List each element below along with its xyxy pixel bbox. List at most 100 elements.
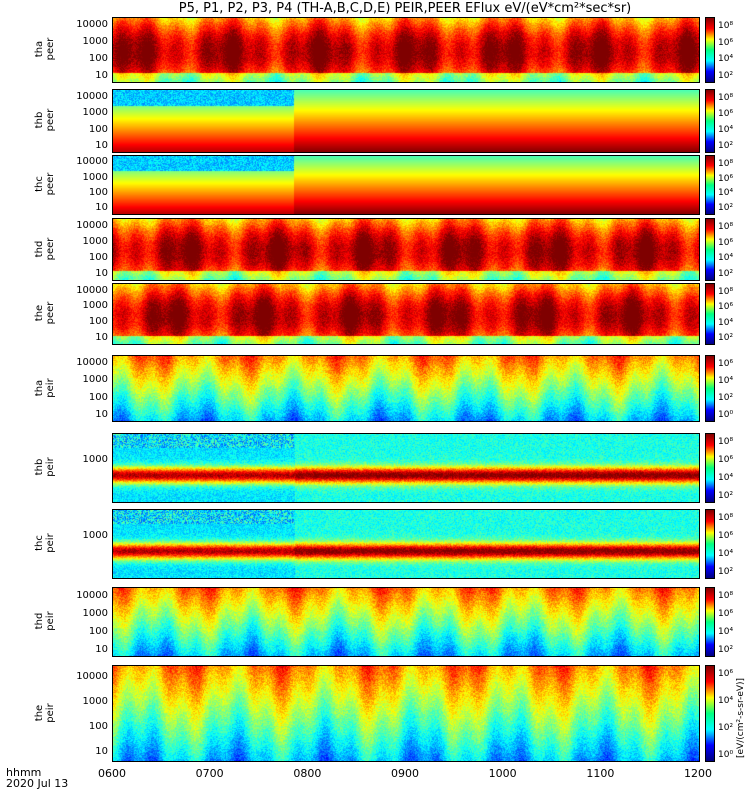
chart-title: P5, P1, P2, P3, P4 (TH-A,B,C,D,E) PEIR,P… bbox=[178, 1, 632, 16]
colorbar-tick-label: 10² bbox=[718, 333, 734, 343]
spectrogram-canvas bbox=[113, 219, 699, 280]
y-axis-label: thd peir bbox=[34, 611, 56, 631]
spectrogram-tha-peer bbox=[112, 17, 700, 83]
y-tick-label: 100 bbox=[88, 625, 108, 637]
colorbar bbox=[705, 17, 715, 83]
colorbar-tick-label: 10⁸ bbox=[718, 437, 734, 447]
colorbar-tick-label: 10⁴ bbox=[718, 317, 734, 328]
y-tick-label: 10000 bbox=[76, 19, 108, 31]
colorbar-tick-label: 10⁴ bbox=[718, 696, 734, 706]
y-tick-label: 10000 bbox=[76, 284, 108, 296]
x-tick-label: 1200 bbox=[684, 767, 712, 780]
y-tick-label: 100 bbox=[88, 187, 108, 199]
colorbar bbox=[705, 218, 715, 281]
y-axis-label: the peir bbox=[34, 702, 56, 723]
colorbar bbox=[705, 89, 715, 153]
colorbar-tick-label: 10⁶ bbox=[718, 37, 734, 48]
y-axis-label: thc peir bbox=[34, 533, 56, 553]
spectrogram-canvas bbox=[113, 284, 699, 344]
colorbar-tick-label: 10⁴ bbox=[718, 627, 734, 637]
spectrogram-thc-peir bbox=[112, 509, 700, 579]
colorbar bbox=[705, 155, 715, 215]
spectrogram-canvas bbox=[113, 156, 699, 214]
y-tick-label: 10 bbox=[95, 69, 108, 81]
colorbar-tick-label: 10⁴ bbox=[718, 549, 734, 559]
spectrogram-thd-peer bbox=[112, 218, 700, 281]
y-tick-label: 1000 bbox=[82, 171, 108, 183]
colorbar-tick-label: 10⁴ bbox=[718, 188, 734, 199]
x-tick-label: 1000 bbox=[488, 767, 517, 780]
colorbar bbox=[705, 509, 715, 579]
spectrogram-canvas bbox=[113, 666, 699, 761]
spectrogram-canvas bbox=[113, 356, 699, 421]
colorbar-tick-label: 10² bbox=[718, 491, 734, 501]
y-tick-label: 10 bbox=[95, 140, 108, 152]
colorbar-tick-label: 10⁶ bbox=[718, 237, 734, 248]
y-tick-label: 1000 bbox=[82, 453, 108, 465]
y-axis-label: thb peer bbox=[34, 108, 56, 132]
spectrogram-thb-peer bbox=[112, 89, 700, 153]
spectrogram-canvas bbox=[113, 588, 699, 656]
y-axis-label: the peer bbox=[34, 301, 56, 325]
colorbar-tick-label: 10⁶ bbox=[718, 609, 734, 619]
spectrogram-canvas bbox=[113, 90, 699, 152]
y-axis-label: tha peer bbox=[34, 37, 56, 61]
x-tick-label: 0700 bbox=[195, 767, 224, 780]
colorbar-tick-label: 10² bbox=[718, 645, 734, 655]
y-tick-label: 10 bbox=[95, 202, 108, 214]
colorbar-unit-label: [eV/(cm²-s-sr-eV)] bbox=[736, 677, 746, 758]
y-tick-label: 1000 bbox=[82, 374, 108, 386]
colorbar-tick-label: 10⁴ bbox=[718, 54, 734, 65]
y-tick-label: 10000 bbox=[76, 219, 108, 231]
y-axis-label: thb peir bbox=[34, 457, 56, 477]
x-tick-label: 0600 bbox=[98, 767, 126, 780]
colorbar-tick-label: 10⁸ bbox=[718, 591, 734, 601]
colorbar-tick-label: 10² bbox=[718, 141, 734, 151]
colorbar bbox=[705, 587, 715, 657]
spectrogram-the-peir bbox=[112, 665, 700, 762]
y-tick-label: 10 bbox=[95, 332, 108, 344]
colorbar-tick-label: 10⁶ bbox=[718, 531, 734, 541]
colorbar-tick-label: 10⁶ bbox=[718, 359, 734, 369]
colorbar-tick-label: 10⁶ bbox=[718, 669, 734, 679]
spectrogram-thc-peer bbox=[112, 155, 700, 215]
spectrogram-the-peer bbox=[112, 283, 700, 345]
y-tick-label: 100 bbox=[88, 251, 108, 263]
colorbar-tick-label: 10⁸ bbox=[718, 513, 734, 523]
colorbar-tick-label: 10⁴ bbox=[718, 376, 734, 386]
y-tick-label: 1000 bbox=[82, 235, 108, 247]
y-axis-label: thc peer bbox=[34, 172, 56, 196]
y-tick-label: 10000 bbox=[76, 156, 108, 168]
spectrogram-canvas bbox=[113, 18, 699, 82]
y-tick-label: 100 bbox=[88, 123, 108, 135]
colorbar-tick-label: 10⁶ bbox=[718, 302, 734, 313]
x-tick-label: 0900 bbox=[391, 767, 419, 780]
y-tick-label: 1000 bbox=[82, 107, 108, 119]
spectrogram-canvas bbox=[113, 510, 699, 578]
y-tick-label: 10000 bbox=[76, 670, 108, 682]
colorbar-tick-label: 10² bbox=[718, 203, 734, 213]
colorbar bbox=[705, 283, 715, 345]
colorbar-tick-label: 10⁴ bbox=[718, 125, 734, 135]
spectrogram-thd-peir bbox=[112, 587, 700, 657]
colorbar-tick-label: 10⁸ bbox=[718, 222, 734, 232]
y-tick-label: 10 bbox=[95, 268, 108, 280]
y-tick-label: 1000 bbox=[82, 300, 108, 312]
spectrogram-thb-peir bbox=[112, 433, 700, 503]
y-tick-label: 10 bbox=[95, 746, 108, 758]
y-tick-label: 10000 bbox=[76, 90, 108, 102]
colorbar-tick-label: 10⁰ bbox=[718, 410, 734, 420]
x-tick-label: 1100 bbox=[586, 767, 615, 780]
colorbar-tick-label: 10⁰ bbox=[718, 750, 734, 760]
y-tick-label: 1000 bbox=[82, 696, 108, 708]
y-tick-label: 10 bbox=[95, 408, 108, 420]
y-tick-label: 10000 bbox=[76, 357, 108, 369]
y-axis-label: thd peer bbox=[34, 237, 56, 260]
y-tick-label: 100 bbox=[88, 391, 108, 403]
colorbar-tick-label: 10⁶ bbox=[718, 109, 734, 119]
colorbar bbox=[705, 665, 715, 762]
y-axis-label: tha peir bbox=[34, 377, 56, 398]
colorbar-tick-label: 10² bbox=[718, 393, 734, 403]
colorbar-tick-label: 10⁶ bbox=[718, 455, 734, 465]
